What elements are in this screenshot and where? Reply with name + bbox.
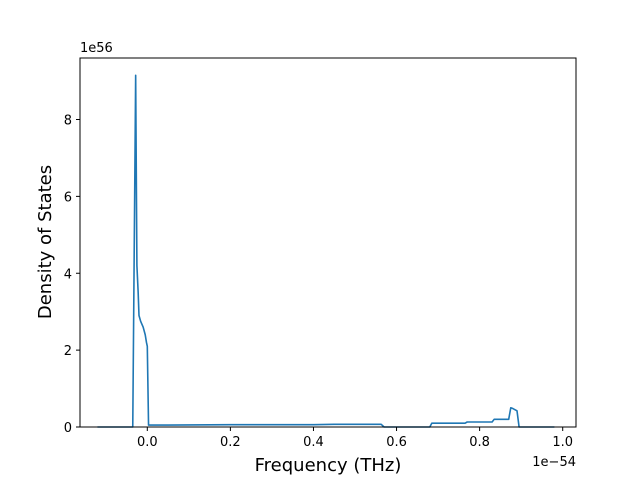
y-tick-label: 2	[64, 344, 72, 359]
y-tick-label: 8	[64, 114, 72, 129]
y-axis-label: Density of States	[35, 165, 56, 319]
x-tick-label: 0.6	[386, 435, 407, 450]
y-axis-ticks: 0 2 4 6 8	[64, 114, 80, 436]
x-tick-label: 0.8	[469, 435, 490, 450]
x-axis-ticks: 0.0 0.2 0.4 0.6 0.8 1.0	[137, 427, 573, 450]
y-offset-label: 1e56	[80, 41, 113, 56]
y-tick-label: 0	[64, 421, 72, 436]
x-axis-label: Frequency (THz)	[255, 455, 402, 476]
x-tick-label: 1.0	[552, 435, 573, 450]
axes	[79, 57, 577, 428]
axes-frame	[79, 57, 577, 428]
x-offset-label: 1e−54	[532, 455, 576, 470]
x-tick-label: 0.2	[220, 435, 241, 450]
x-tick-label: 0.4	[303, 435, 324, 450]
x-tick-label: 0.0	[137, 435, 158, 450]
y-tick-label: 6	[64, 190, 72, 205]
y-tick-label: 4	[64, 267, 72, 282]
